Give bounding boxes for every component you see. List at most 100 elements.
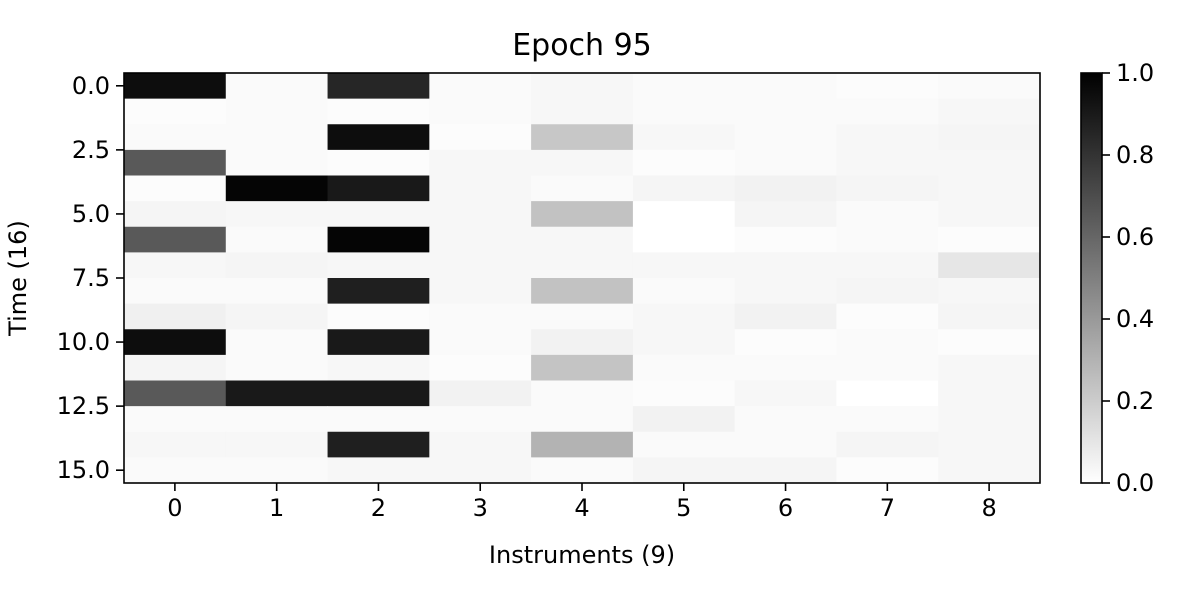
heatmap-cell [836, 175, 939, 202]
x-tick-label: 3 [473, 494, 488, 522]
y-tick-label: 7.5 [72, 264, 110, 292]
heatmap-cell [327, 380, 430, 407]
y-axis-ticks: 0.0 2.5 5.0 7.5 10.0 12.5 15.0 [57, 72, 124, 484]
heatmap-cell [938, 201, 1041, 228]
heatmap-cell [531, 329, 634, 356]
heatmap-cell [124, 354, 227, 382]
heatmap-cell [734, 303, 837, 330]
heatmap-cell [938, 175, 1041, 202]
heatmap-cell [225, 149, 329, 177]
heatmap-cell [429, 354, 532, 382]
heatmap-cell [327, 226, 430, 253]
heatmap-cell [531, 278, 634, 305]
heatmap-cell [225, 406, 329, 433]
heatmap-cell [632, 380, 736, 407]
heatmap-cell [734, 457, 837, 484]
heatmap-cell [531, 226, 634, 253]
heatmap-cell [938, 329, 1041, 356]
y-tick-label: 2.5 [72, 136, 110, 164]
heatmap-cell [124, 278, 227, 305]
heatmap-cell [632, 354, 736, 382]
x-axis-ticks: 0 1 2 3 4 5 6 7 8 [167, 483, 997, 522]
x-tick-label: 6 [778, 494, 793, 522]
heatmap-cell [531, 406, 634, 433]
heatmap-cell [225, 252, 329, 279]
heatmap-cell [124, 149, 227, 177]
heatmap-cell [429, 329, 532, 356]
heatmap-cell [429, 278, 532, 305]
heatmap-cell [734, 278, 837, 305]
heatmap-cell [836, 252, 939, 279]
heatmap-cell [836, 149, 939, 177]
colorbar [1080, 72, 1103, 484]
heatmap-cell [124, 406, 227, 433]
heatmap-cell [938, 73, 1041, 100]
heatmap-cell [734, 252, 837, 279]
heatmap-cell [124, 431, 227, 458]
heatmap-cell [632, 73, 736, 100]
heatmap-cell [938, 252, 1041, 279]
colorbar-tick-label: 0.6 [1116, 223, 1154, 251]
heatmap-cell [327, 457, 430, 484]
heatmap-cell [124, 380, 227, 407]
heatmap-cell [734, 201, 837, 228]
heatmap-cell [836, 226, 939, 253]
heatmap-cell [225, 303, 329, 330]
heatmap-cell [836, 431, 939, 458]
heatmap-cell [225, 457, 329, 484]
colorbar-tick-label: 0.2 [1116, 387, 1154, 415]
heatmap-cell [632, 303, 736, 330]
heatmap-cell [938, 431, 1041, 458]
heatmap-cell [632, 124, 736, 151]
heatmap-cell [938, 149, 1041, 177]
heatmap-cell [429, 380, 532, 407]
heatmap-cell [836, 201, 939, 228]
heatmap-cell [836, 303, 939, 330]
heatmap-cell [124, 457, 227, 484]
heatmap-cell [225, 380, 329, 407]
heatmap-cell [836, 406, 939, 433]
heatmap-cell [429, 303, 532, 330]
heatmap-cell [938, 406, 1041, 433]
heatmap-cell [632, 98, 736, 125]
x-tick-label: 1 [269, 494, 284, 522]
heatmap-cell [124, 226, 227, 253]
x-tick-label: 5 [676, 494, 691, 522]
heatmap-cell [225, 431, 329, 458]
heatmap-cell [836, 278, 939, 305]
heatmap-cell [836, 124, 939, 151]
heatmap-cell [327, 354, 430, 382]
heatmap-cell [124, 175, 227, 202]
heatmap-cell [225, 124, 329, 151]
x-tick-label: 7 [880, 494, 895, 522]
heatmap-cell [531, 431, 634, 458]
y-axis-title: Time (16) [4, 220, 32, 337]
heatmap-cell [429, 98, 532, 125]
heatmap-cell [531, 201, 634, 228]
heatmap-cell [225, 73, 329, 100]
heatmap-cell [734, 380, 837, 407]
heatmap-cell [836, 98, 939, 125]
heatmap-cell [938, 457, 1041, 484]
heatmap-cell [938, 98, 1041, 125]
heatmap-cell [836, 354, 939, 382]
heatmap-cell [429, 201, 532, 228]
heatmap-cell [124, 303, 227, 330]
y-tick-label: 12.5 [57, 392, 110, 420]
colorbar-ticks: 0.0 0.2 0.4 0.6 0.8 1.0 [1102, 59, 1154, 497]
y-tick-label: 5.0 [72, 200, 110, 228]
heatmap-cell [531, 252, 634, 279]
heatmap-cell [632, 149, 736, 177]
heatmap-cell [124, 98, 227, 125]
heatmap-cell [124, 201, 227, 228]
heatmap-cell [327, 329, 430, 356]
heatmap-cell [124, 252, 227, 279]
x-tick-label: 4 [574, 494, 589, 522]
heatmap-cell [429, 175, 532, 202]
heatmap-cell [429, 226, 532, 253]
heatmap-cell [632, 226, 736, 253]
chart-title: Epoch 95 [512, 28, 652, 63]
heatmap-cell [429, 431, 532, 458]
colorbar-tick-label: 1.0 [1116, 59, 1154, 87]
